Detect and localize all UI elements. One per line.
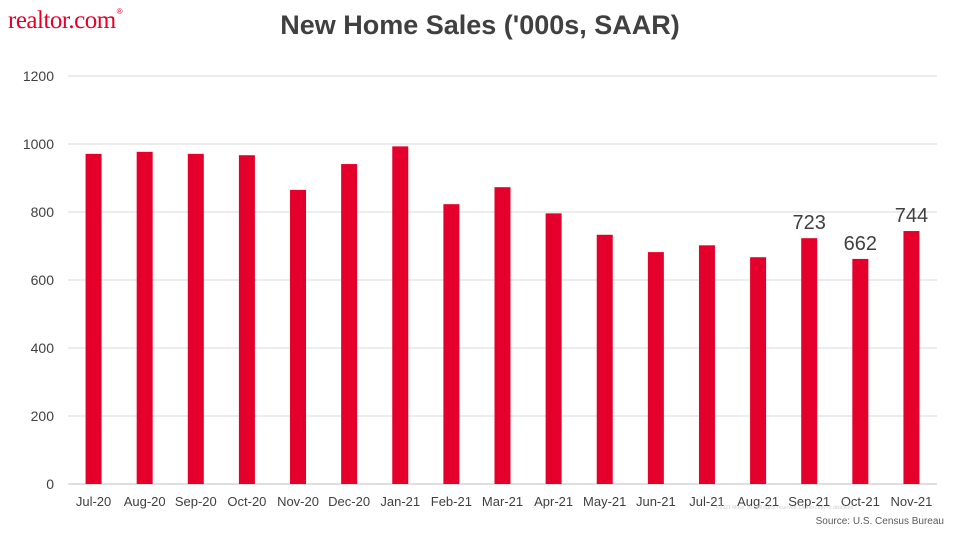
bar	[801, 238, 818, 484]
bar	[85, 153, 102, 485]
data-labels: 723 662 744	[793, 205, 929, 255]
bar	[290, 189, 307, 484]
x-tick-label: Aug-20	[124, 494, 166, 509]
data-label: 723	[793, 212, 826, 234]
y-tick-label: 1000	[23, 136, 54, 152]
x-tick-label: Jul-20	[76, 494, 111, 509]
x-tick-label: Dec-20	[328, 494, 370, 509]
x-tick-label: Oct-20	[227, 494, 266, 509]
y-axis-ticks: 0 200 400 600 800 1000 1200	[23, 68, 54, 492]
bar	[443, 204, 460, 484]
bar	[392, 146, 409, 484]
copyright-note: ©2021 Move, Inc. All rights reserved. Do…	[716, 505, 855, 511]
x-tick-label: Mar-21	[482, 494, 523, 509]
y-tick-label: 600	[31, 272, 55, 288]
x-tick-label: Sep-21	[788, 494, 830, 509]
y-tick-label: 800	[31, 204, 55, 220]
x-tick-label: Jun-21	[636, 494, 676, 509]
y-tick-label: 1200	[23, 68, 54, 84]
chart-title: New Home Sales ('000s, SAAR)	[280, 10, 680, 40]
bar	[238, 155, 255, 484]
bar	[698, 245, 715, 484]
y-tick-label: 0	[46, 476, 54, 492]
bar	[647, 252, 664, 484]
x-tick-label: Apr-21	[534, 494, 573, 509]
x-tick-label: Nov-21	[890, 494, 932, 509]
bar	[596, 234, 613, 484]
x-axis-ticks: Jul-20 Aug-20 Sep-20 Oct-20 Nov-20 Dec-20 Jan-…	[76, 494, 933, 509]
bar	[187, 153, 204, 485]
bar	[903, 231, 920, 484]
x-tick-label: Aug-21	[737, 494, 779, 509]
bar	[545, 213, 562, 485]
x-tick-label: Sep-20	[175, 494, 217, 509]
x-tick-label: Jul-21	[689, 494, 724, 509]
x-tick-label: Oct-21	[841, 494, 880, 509]
registered-mark: ®	[116, 7, 123, 16]
x-tick-label: Jan-21	[380, 494, 420, 509]
data-label: 744	[895, 205, 928, 227]
x-tick-label: May-21	[583, 494, 626, 509]
bar	[136, 151, 153, 484]
realtor-logo: realtor.com®	[8, 7, 123, 34]
y-tick-label: 400	[31, 340, 55, 356]
bars	[85, 146, 920, 485]
bar	[494, 187, 511, 484]
source-note: Source: U.S. Census Bureau	[815, 516, 944, 527]
x-tick-label: Nov-20	[277, 494, 319, 509]
bar	[852, 258, 869, 484]
x-tick-label: Feb-21	[431, 494, 472, 509]
logo-text: realtor.com	[8, 7, 116, 34]
bar	[750, 257, 767, 484]
y-tick-label: 200	[31, 408, 55, 424]
data-label: 662	[844, 233, 877, 255]
bar	[341, 164, 358, 484]
